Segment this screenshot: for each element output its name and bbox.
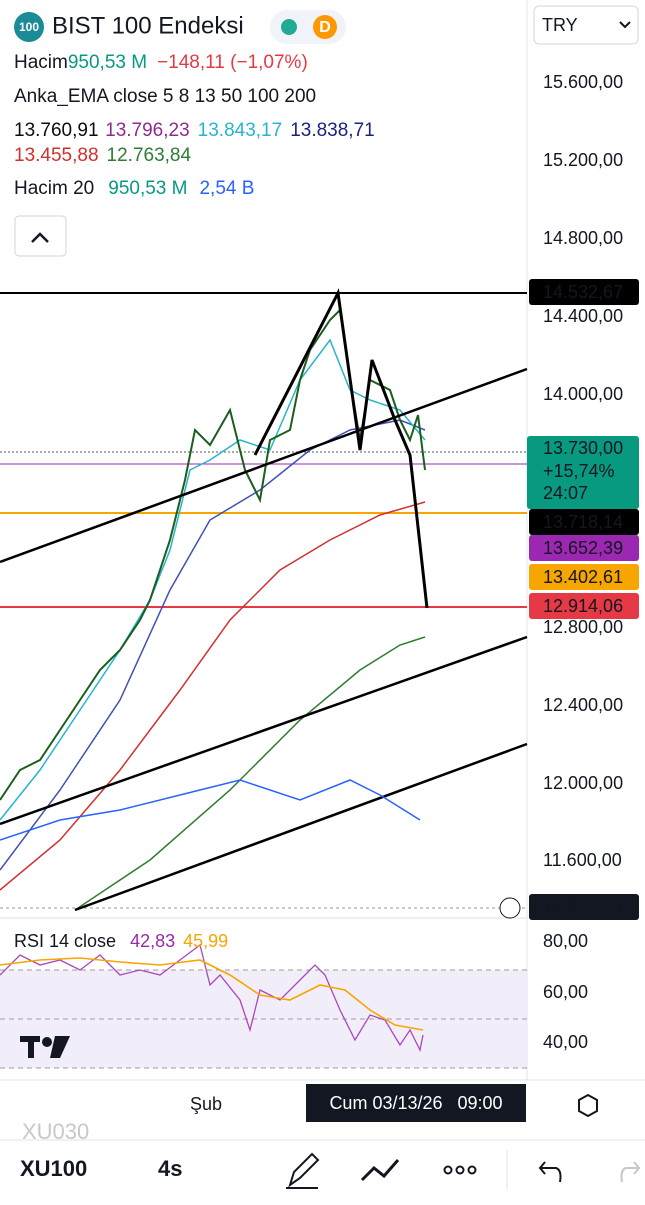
price-label: 14.000,00 [543,384,623,404]
last-change: +15,74% [543,461,615,481]
price-tag [529,535,639,561]
price-tag [529,894,639,920]
draw-icon[interactable] [286,1152,320,1189]
rsi-label: 40,00 [543,1032,588,1052]
flag-dot [313,15,337,39]
price-tag-label: 13.402,61 [543,567,623,587]
price-tag [529,593,639,619]
cursor-box [306,1084,526,1122]
value: 2,54 B [199,178,254,199]
price-tag-label: 11.360,46 [543,897,622,917]
rsi-label: 60,00 [543,982,588,1002]
status-dot [281,19,297,35]
price-label: 15.200,00 [543,150,623,170]
logo [20,1036,70,1058]
ema-value: 13.760,91 [14,120,98,141]
price-label: 14.800,00 [543,228,623,248]
price-tag [529,509,639,535]
price-label: 12.400,00 [543,695,623,715]
volume-ma-legend: Hacim 20 950,53 M 2,54 B [14,178,254,199]
last-price-box [527,436,639,509]
rsi-title: RSI 14 close [14,931,116,951]
ema-value: 13.796,23 [105,120,190,141]
label: Hacim 20 [14,178,94,199]
rsi-ma [0,957,424,1031]
rsi-value: 42,83 [130,931,175,951]
undo-icon[interactable] [538,1161,562,1183]
price-tag-label: 13.652,39 [543,538,623,558]
badge [14,12,44,42]
symbol[interactable]: XU100 [20,1156,87,1181]
badge-text: 100 [19,20,39,34]
lines-icon[interactable] [360,1159,400,1182]
price-label: 14.400,00 [543,306,623,326]
settings-icon[interactable] [578,1093,598,1118]
value: 950,53 M [68,52,147,73]
ema-value: 13.455,88 [14,145,99,166]
price-tags: 14.532,67 13.718,14 13.652,39 13.402,61 12.9… [529,279,639,920]
cursor-time: Cum 03/13/26 09:00 [329,1093,502,1113]
rsi-ma-value: 45,99 [183,931,228,951]
rsi-axis: 80,00 60,00 40,00 [543,931,588,1052]
currency: TRY [542,15,578,35]
volume-ma [0,779,421,841]
ema-13 [0,338,426,821]
ema-values: 13.760,91 13.796,23 13.843,17 13.838,71 13.4… [14,120,375,166]
trend-line [74,742,528,912]
price-label: 12.000,00 [543,773,623,793]
countdown: 24:07 [543,483,588,503]
title: BIST 100 Endeksi [52,12,244,39]
price-tag-label: 14.532,67 [543,282,623,302]
time-label: Şub [190,1094,222,1114]
redo-icon[interactable] [620,1161,641,1183]
ema-200 [74,636,426,911]
price-path [0,307,426,801]
value: 950,53 M [108,178,187,199]
price-tag [529,564,639,590]
interval[interactable]: 4s [158,1156,182,1181]
chevron [31,232,49,243]
price-tag [529,279,639,305]
ema-value: 13.838,71 [290,120,375,141]
label: Hacim [14,52,68,73]
price-tag-label: 12.914,06 [543,596,623,616]
more-icon[interactable] [443,1165,477,1175]
rsi-label: 80,00 [543,931,588,951]
price-label: 15.600,00 [543,72,623,92]
chevron [619,21,631,29]
change: −148,11 (−1,07%) [157,52,308,73]
price-tag-label: 13.718,14 [543,512,623,532]
add-button[interactable] [499,897,521,919]
trend-line [0,635,528,826]
ema-title: Anka_EMA close 5 8 13 50 100 200 [14,86,316,107]
rsi-legend: RSI 14 close 42,83 45,99 [14,931,228,951]
ema-value: 13.843,17 [198,120,283,141]
last-price: 13.730,00 [543,438,623,458]
trend-line [0,367,528,564]
ema-row: 13.455,88 12.763,84 [14,145,191,166]
price-axis: 15.600,00 15.200,00 14.800,00 14.400,00 14.0… [543,72,623,870]
currency-select[interactable] [533,5,639,45]
price-label: 12.800,00 [543,617,623,637]
pattern-drawing [253,288,429,609]
price-label: 11.600,00 [543,850,622,870]
flag: D [319,19,331,36]
volume-legend: Hacim950,53 M −148,11 (−1,07%) [14,52,308,73]
ema-row: 13.760,91 13.796,23 13.843,17 13.838,71 [14,120,375,141]
ema-value: 12.763,84 [107,145,192,166]
